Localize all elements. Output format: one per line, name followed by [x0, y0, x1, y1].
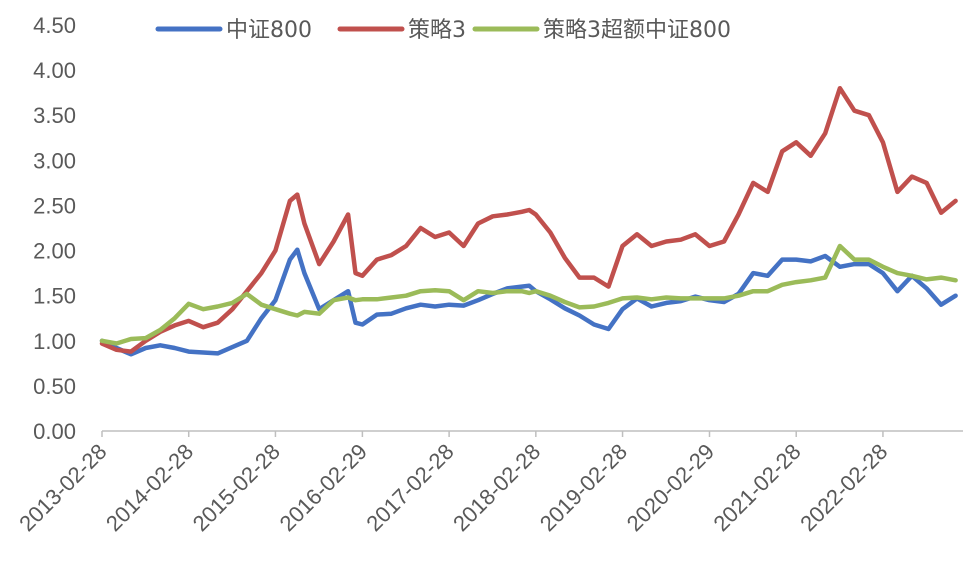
- y-tick-label-2: 1.00: [33, 329, 76, 354]
- axes: [101, 430, 963, 437]
- x-tick-label-4: 2017-02-28: [361, 439, 458, 536]
- y-tick-label-6: 3.00: [33, 148, 76, 173]
- series-line-2: [99, 243, 958, 346]
- series-line-1: [99, 85, 958, 354]
- legend-label-1: 策略3: [408, 18, 466, 43]
- x-tick-label-0: 2013-02-28: [14, 439, 111, 536]
- x-tick-label-1: 2014-02-28: [101, 439, 198, 536]
- x-tick-label-2: 2015-02-28: [188, 439, 285, 536]
- legend: 中证800 策略3 策略3超额中证800: [155, 18, 731, 43]
- y-tick-label-7: 3.50: [33, 103, 76, 128]
- x-tick-label-8: 2021-02-28: [708, 439, 805, 536]
- y-tick-label-1: 0.50: [33, 374, 76, 399]
- y-tick-label-4: 2.00: [33, 239, 76, 264]
- y-tick-label-0: 0.00: [33, 419, 76, 444]
- x-tick-label-3: 2016-02-29: [275, 439, 372, 536]
- series-line-0: [99, 247, 958, 357]
- series-lines: [99, 85, 958, 357]
- x-tick-label-6: 2019-02-28: [535, 439, 632, 536]
- y-tick-label-3: 1.50: [33, 284, 76, 309]
- x-tick-label-5: 2018-02-28: [448, 439, 545, 536]
- x-axis-labels: 2013-02-282014-02-282015-02-282016-02-29…: [14, 439, 892, 536]
- legend-label-0: 中证800: [226, 18, 312, 43]
- legend-label-2: 策略3超额中证800: [543, 18, 731, 43]
- y-tick-label-5: 2.50: [33, 193, 76, 218]
- y-tick-label-8: 4.00: [33, 58, 76, 83]
- y-axis-labels: 0.00 0.50 1.00 1.50 2.00 2.50 3.00 3.50 4.00 4.50: [33, 13, 76, 444]
- x-tick-label-9: 2022-02-28: [795, 439, 892, 536]
- y-tick-label-9: 4.50: [33, 13, 76, 38]
- x-tick-label-7: 2020-02-29: [622, 439, 719, 536]
